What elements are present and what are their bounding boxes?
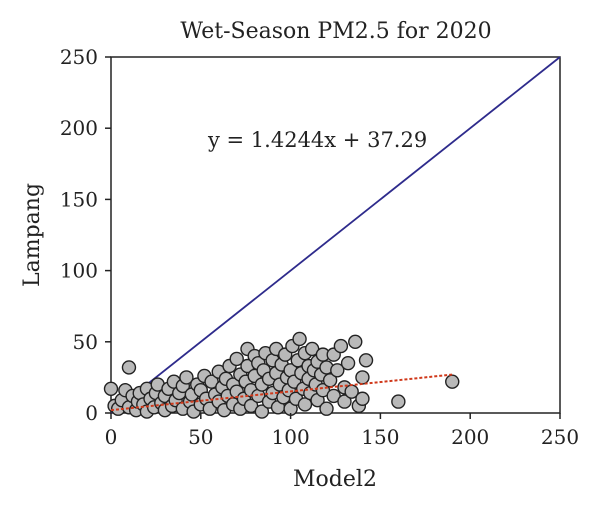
x-tick-label: 200 xyxy=(451,425,489,449)
plot-frame xyxy=(110,56,561,414)
data-point xyxy=(254,404,270,419)
x-tick-label: 0 xyxy=(105,425,118,449)
data-point xyxy=(229,351,244,367)
y-tick-label: 150 xyxy=(60,187,98,211)
x-tick-label: 150 xyxy=(361,425,399,449)
y-axis-label: Lampang xyxy=(20,183,45,287)
data-point xyxy=(355,370,370,385)
y-tick-label: 250 xyxy=(60,45,98,69)
data-point xyxy=(340,355,356,371)
y-tick-label: 50 xyxy=(73,330,98,354)
x-tick-label: 250 xyxy=(541,425,579,449)
data-point xyxy=(391,394,406,409)
x-tick-label: 50 xyxy=(188,425,213,449)
y-tick-label: 200 xyxy=(60,116,98,140)
data-point xyxy=(121,360,137,375)
chart-title: Wet-Season PM2.5 for 2020 xyxy=(180,19,491,44)
data-point xyxy=(445,374,460,389)
data-point xyxy=(319,401,334,416)
plot-area xyxy=(103,56,561,419)
data-point xyxy=(179,370,194,385)
data-point xyxy=(358,353,374,368)
data-point xyxy=(333,338,349,354)
data-point xyxy=(297,397,313,412)
data-point xyxy=(103,381,119,396)
y-tick-label: 100 xyxy=(60,259,98,283)
data-point xyxy=(330,363,345,378)
data-point xyxy=(292,331,307,347)
x-tick-label: 100 xyxy=(272,425,310,449)
data-point xyxy=(348,334,363,349)
x-axis-label: Model2 xyxy=(293,467,377,492)
y-tick-label: 0 xyxy=(85,401,98,425)
trend-line xyxy=(110,373,453,412)
equation-annotation: y = 1.4244x + 37.29 xyxy=(207,128,427,152)
data-point xyxy=(355,391,370,406)
data-point xyxy=(337,394,352,409)
identity-line xyxy=(110,56,561,414)
y-axis-ticks: 0 50 100 150 200 250 xyxy=(60,45,111,425)
x-axis-ticks: 0 50 100 150 200 250 xyxy=(105,413,579,449)
